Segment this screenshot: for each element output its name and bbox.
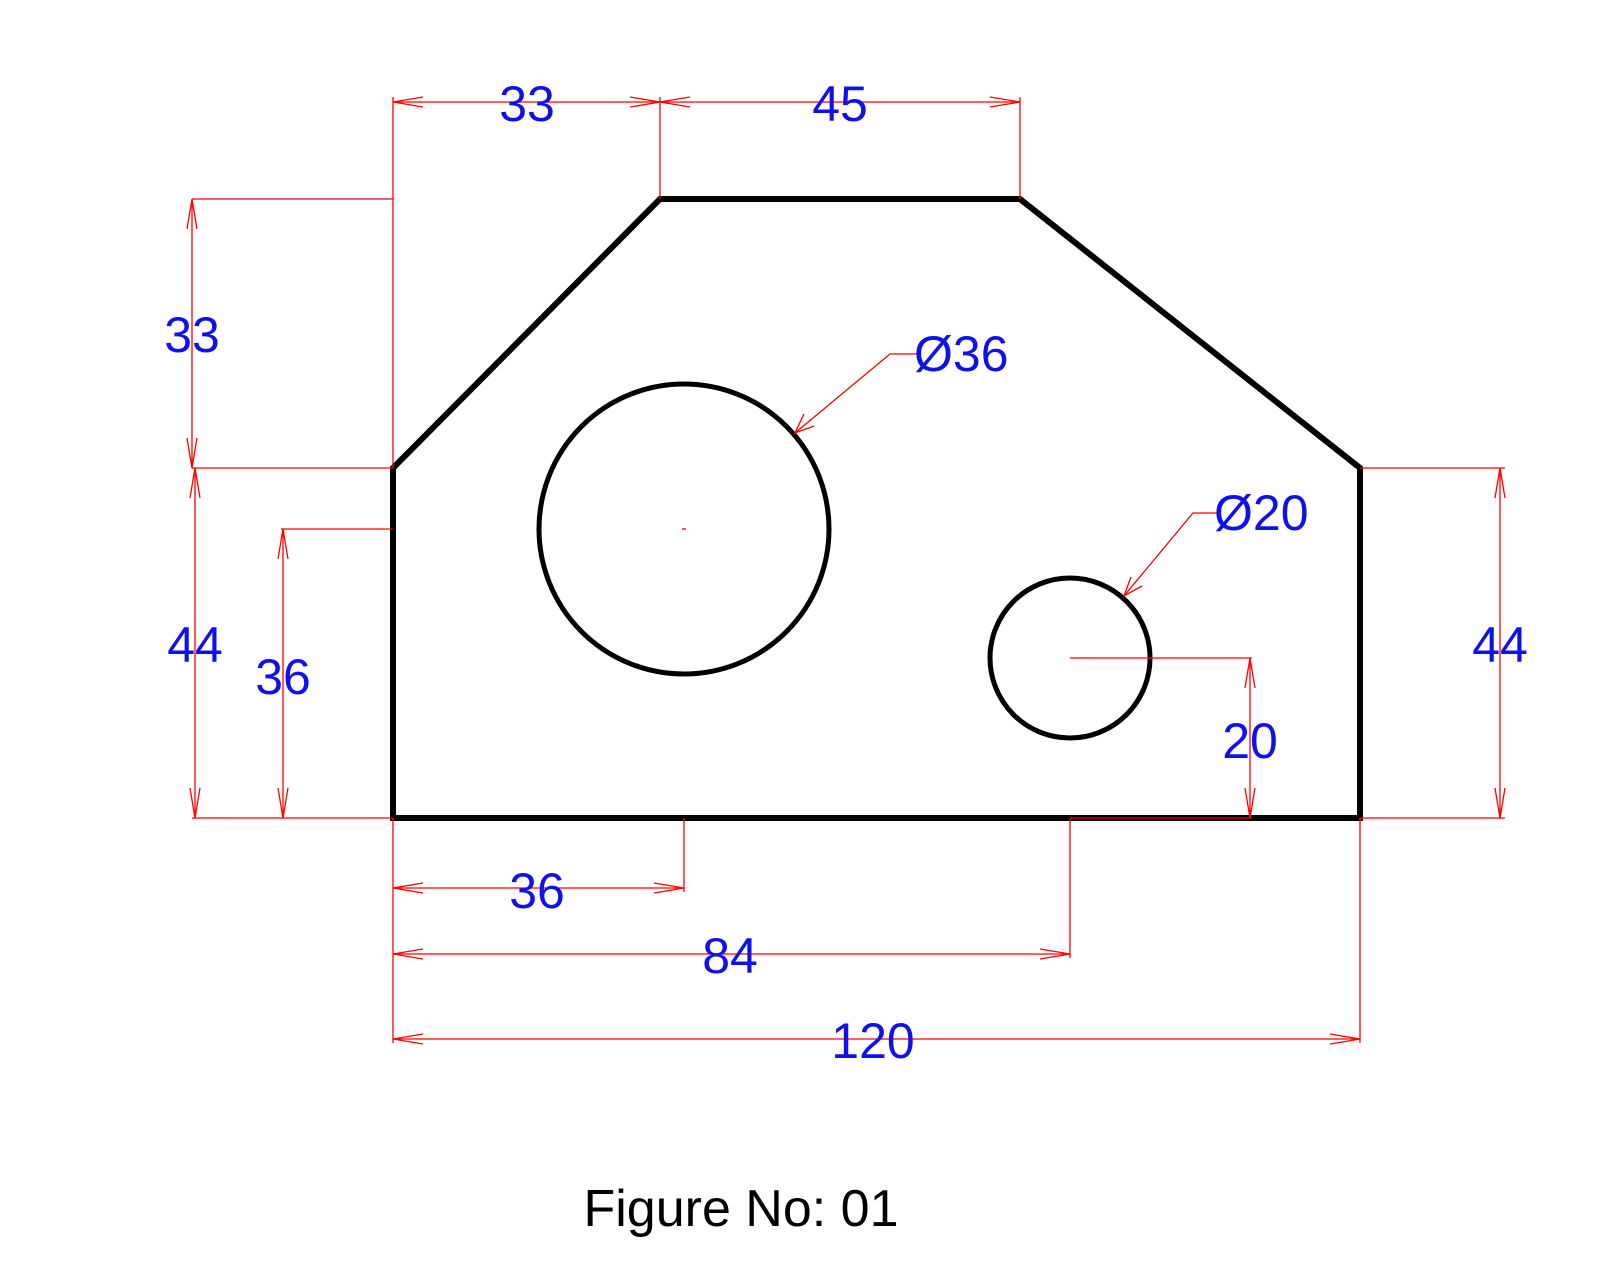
label-hole2-diameter: Ø20 [1214,485,1309,541]
label-hole2-center-x: 84 [702,928,758,984]
leader-hole2-diameter [1122,512,1217,598]
label-overall-width: 120 [831,1013,914,1069]
dim-left-side-height [189,467,393,819]
dim-right-side-height [1360,467,1506,819]
large-hole [536,381,832,677]
label-left-side-height: 44 [167,617,223,673]
label-hole1-center-height: 36 [255,649,311,705]
dim-overall-width [392,818,1361,1045]
dim-hole1-center-x [392,818,685,1043]
label-hole1-diameter: Ø36 [914,326,1009,382]
label-top-edge: 45 [812,76,868,132]
dim-hole2-center-height [1070,657,1256,819]
label-right-side-height: 44 [1472,617,1528,673]
dim-hole1-center-height [277,528,393,819]
label-top-left-offset: 33 [499,76,555,132]
dim-hole2-center-x [392,818,1071,960]
label-hole2-center-height: 20 [1222,713,1278,769]
dim-top-edge [659,96,1021,199]
label-left-upper-height: 33 [164,307,220,363]
label-hole1-center-x: 36 [509,863,565,919]
figure-caption: Figure No: 01 [583,1180,898,1238]
leader-hole1-diameter [793,353,917,435]
dim-top-left-offset [192,96,661,468]
